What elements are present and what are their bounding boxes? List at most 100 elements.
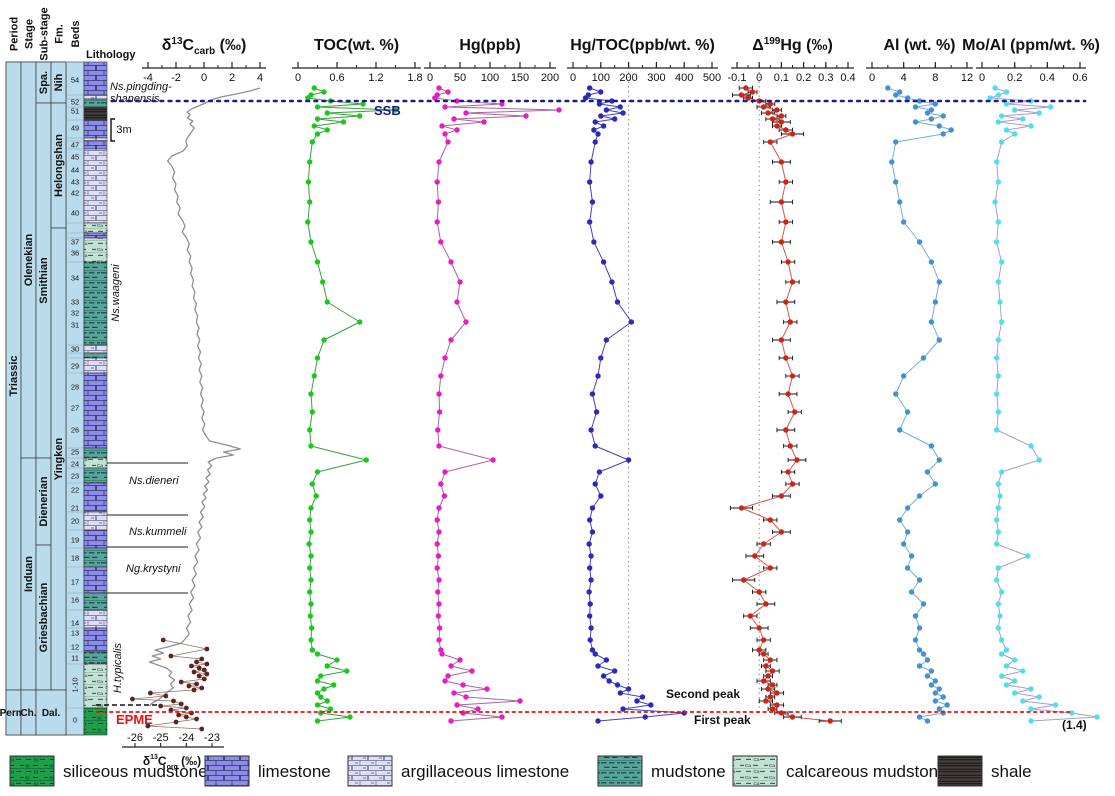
data-point-hg_toc xyxy=(589,647,596,653)
data-point-toc xyxy=(314,718,321,724)
cell-label-Triassic: Triassic xyxy=(8,356,20,397)
data-point-hg_toc xyxy=(588,577,594,583)
tick-label: 0 xyxy=(869,72,875,84)
data-point-hg xyxy=(438,481,444,487)
tick-label: 200 xyxy=(619,72,637,84)
data-point-d199hg xyxy=(789,131,796,137)
tick-label: 0.3 xyxy=(818,72,833,84)
data-point-hg_toc xyxy=(648,702,654,708)
legend-item: argillaceous limestone xyxy=(347,755,569,787)
data-point-al xyxy=(944,702,950,708)
data-point-hg_toc xyxy=(588,159,594,165)
data-point-hg_toc xyxy=(592,481,598,487)
data-point-hg xyxy=(445,139,451,145)
data-point-mo_al xyxy=(1069,710,1075,716)
data-point-al xyxy=(932,690,939,696)
panel-d13c_carb: -4 -2 0 2 4 δ13Ccarb (‰) xyxy=(142,36,266,84)
data-point-hg_toc xyxy=(625,686,632,692)
lith-argLimestone xyxy=(83,94,108,100)
data-point-hg xyxy=(442,355,448,361)
data-point-mo_al xyxy=(994,577,1000,583)
data-point-d199hg xyxy=(767,565,773,571)
data-point-hg xyxy=(469,668,475,674)
data-point-hg xyxy=(490,457,496,463)
data-point-toc xyxy=(324,299,330,305)
data-point-hg_toc xyxy=(596,469,603,475)
bed-number: 47 xyxy=(71,141,79,150)
data-point-toc xyxy=(321,337,327,343)
data-point-hg xyxy=(463,694,469,700)
cell-label-Olenekian: Olenekian xyxy=(23,233,35,286)
series-d199hg xyxy=(729,85,842,724)
legend-swatch-shale xyxy=(937,755,983,787)
zone-label: Ns.pingding- xyxy=(110,81,172,93)
data-point-toc xyxy=(308,637,314,643)
data-point-d13c-org xyxy=(199,656,205,662)
data-point-d199hg xyxy=(767,101,773,107)
data-point-d199hg xyxy=(763,601,769,607)
data-point-mo_al xyxy=(994,517,1000,523)
data-point-mo_al xyxy=(994,427,1000,433)
tick-label: 300 xyxy=(647,72,665,84)
data-point-mo_al xyxy=(992,199,998,205)
data-point-al xyxy=(928,319,935,325)
data-point-al xyxy=(936,123,942,129)
data-point-d13c-org xyxy=(145,723,151,729)
data-point-al xyxy=(912,119,919,125)
data-point-d13c-org xyxy=(176,712,182,718)
data-point-hg_toc xyxy=(600,123,607,129)
legend-swatch-mudstone xyxy=(597,755,643,787)
data-point-al xyxy=(928,259,935,265)
bed-number: 37 xyxy=(71,238,79,247)
data-point-al xyxy=(889,159,895,165)
data-point-toc xyxy=(314,104,321,110)
tick-label: 1.8 xyxy=(407,72,422,84)
data-point-al xyxy=(928,668,935,674)
series-line-toc xyxy=(307,87,396,722)
data-point-d13c-org xyxy=(148,690,153,696)
lith-limestone xyxy=(83,627,108,653)
legend-label: calcareous mudstone xyxy=(786,762,948,781)
data-point-hg_toc xyxy=(586,517,593,523)
bed-number: 11 xyxy=(71,654,79,663)
data-point-mo_al xyxy=(992,85,998,91)
lith-argLimestone xyxy=(83,148,108,224)
data-point-al xyxy=(885,85,891,91)
legend-swatch-argLimestone xyxy=(347,755,393,787)
series-toc xyxy=(305,85,399,724)
data-point-d13c-org xyxy=(178,679,184,685)
data-point-hg xyxy=(460,682,466,688)
data-point-d199hg xyxy=(787,443,793,449)
data-point-d199hg xyxy=(774,690,780,696)
data-point-hg xyxy=(436,391,442,397)
data-point-hg_toc xyxy=(587,637,593,643)
tick-label: 0.6 xyxy=(329,72,344,84)
data-point-mo_al xyxy=(987,95,993,101)
data-point-hg_toc xyxy=(620,706,626,712)
cell-label-Smithian: Smithian xyxy=(38,257,50,304)
data-point-toc xyxy=(314,259,321,265)
data-point-al xyxy=(932,481,939,487)
data-point-toc xyxy=(307,565,313,571)
data-point-d199hg xyxy=(738,505,745,511)
data-point-hg xyxy=(442,131,448,137)
tick-label: -0.1 xyxy=(728,72,747,84)
data-point-hg_toc xyxy=(617,104,623,110)
series-hg_toc xyxy=(582,85,687,724)
data-point-hg_toc xyxy=(592,443,598,449)
data-point-mo_al xyxy=(1020,698,1026,704)
data-point-hg_toc xyxy=(628,319,635,325)
data-point-toc xyxy=(320,279,326,285)
data-point-al xyxy=(936,337,942,343)
data-point-al xyxy=(940,131,946,137)
data-point-toc xyxy=(314,678,321,684)
tick-label: 500 xyxy=(703,72,721,84)
data-point-d199hg xyxy=(778,239,785,245)
series-hg xyxy=(432,85,562,724)
bed-number: 20 xyxy=(71,517,79,526)
data-point-hg xyxy=(441,493,448,499)
tick-label: 400 xyxy=(675,72,693,84)
data-point-al xyxy=(900,541,907,547)
data-point-toc xyxy=(307,199,313,205)
